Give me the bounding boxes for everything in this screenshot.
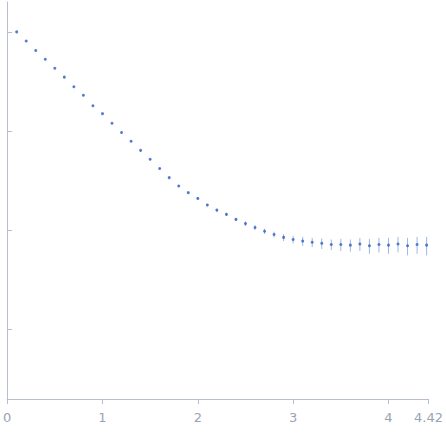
svg-text:4.42: 4.42 [414, 410, 443, 425]
svg-text:1: 1 [98, 410, 106, 425]
svg-text:4: 4 [384, 410, 392, 425]
svg-text:0: 0 [3, 410, 11, 425]
svg-text:3: 3 [289, 410, 297, 425]
svg-text:2: 2 [194, 410, 202, 425]
